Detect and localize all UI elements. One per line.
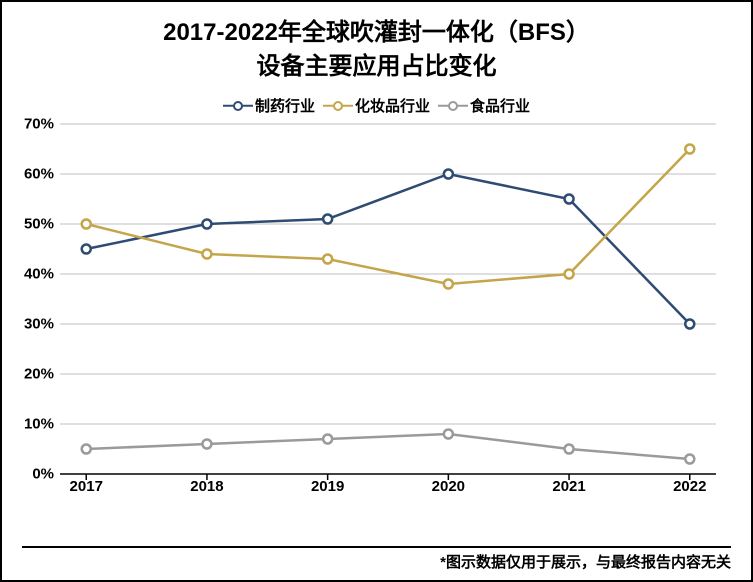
y-axis-label: 0% bbox=[32, 466, 54, 483]
data-point bbox=[685, 455, 694, 464]
legend-item-2: 食品行业 bbox=[438, 95, 530, 116]
x-axis-label: 2020 bbox=[432, 478, 465, 495]
data-point bbox=[444, 280, 453, 289]
data-point bbox=[323, 215, 332, 224]
data-point bbox=[444, 430, 453, 439]
chart-container: 2017-2022年全球吹灌封一体化（BFS） 设备主要应用占比变化 制药行业 化… bbox=[0, 0, 753, 582]
data-point bbox=[82, 245, 91, 254]
x-axis-label: 2021 bbox=[552, 478, 585, 495]
data-point bbox=[323, 435, 332, 444]
chart-title: 2017-2022年全球吹灌封一体化（BFS） 设备主要应用占比变化 bbox=[22, 16, 731, 83]
data-point bbox=[565, 195, 574, 204]
data-point bbox=[565, 445, 574, 454]
y-axis-label: 30% bbox=[24, 316, 54, 333]
legend-item-1: 化妆品行业 bbox=[323, 95, 430, 116]
y-axis-label: 70% bbox=[24, 116, 54, 133]
footnote-divider bbox=[22, 546, 731, 548]
data-point bbox=[202, 220, 211, 229]
data-point bbox=[202, 250, 211, 259]
legend-item-0: 制药行业 bbox=[223, 95, 315, 116]
x-axis-label: 2022 bbox=[673, 478, 706, 495]
y-axis-label: 50% bbox=[24, 216, 54, 233]
data-point bbox=[82, 220, 91, 229]
y-axis-label: 10% bbox=[24, 416, 54, 433]
chart-legend: 制药行业 化妆品行业 食品行业 bbox=[22, 95, 731, 116]
title-line-1: 2017-2022年全球吹灌封一体化（BFS） bbox=[22, 16, 731, 50]
series-line-1 bbox=[86, 149, 690, 284]
data-point bbox=[685, 145, 694, 154]
data-point bbox=[82, 445, 91, 454]
x-axis-label: 2017 bbox=[70, 478, 103, 495]
data-point bbox=[202, 440, 211, 449]
x-axis-label: 2019 bbox=[311, 478, 344, 495]
legend-label: 食品行业 bbox=[470, 95, 530, 116]
data-point bbox=[444, 170, 453, 179]
legend-marker-icon bbox=[223, 100, 253, 112]
footnote-text: *图示数据仅用于展示，与最终报告内容无关 bbox=[440, 551, 731, 572]
title-line-2: 设备主要应用占比变化 bbox=[22, 50, 731, 84]
series-line-0 bbox=[86, 174, 690, 324]
x-axis-labels: 2017 2018 2019 2020 2021 2022 bbox=[60, 478, 716, 498]
y-axis-label: 40% bbox=[24, 266, 54, 283]
legend-label: 制药行业 bbox=[255, 95, 315, 116]
y-axis-label: 20% bbox=[24, 366, 54, 383]
data-point bbox=[685, 320, 694, 329]
legend-label: 化妆品行业 bbox=[355, 95, 430, 116]
y-axis-label: 60% bbox=[24, 166, 54, 183]
data-point bbox=[565, 270, 574, 279]
legend-marker-icon bbox=[323, 100, 353, 112]
data-point bbox=[323, 255, 332, 264]
plot-area: 0%10%20%30%40%50%60%70% 2017201820192020… bbox=[60, 124, 716, 474]
series-line-2 bbox=[86, 434, 690, 459]
y-axis-labels: 0%10%20%30%40%50%60%70% bbox=[22, 124, 58, 474]
x-axis-label: 2018 bbox=[190, 478, 223, 495]
legend-marker-icon bbox=[438, 100, 468, 112]
plot-svg bbox=[60, 124, 716, 474]
